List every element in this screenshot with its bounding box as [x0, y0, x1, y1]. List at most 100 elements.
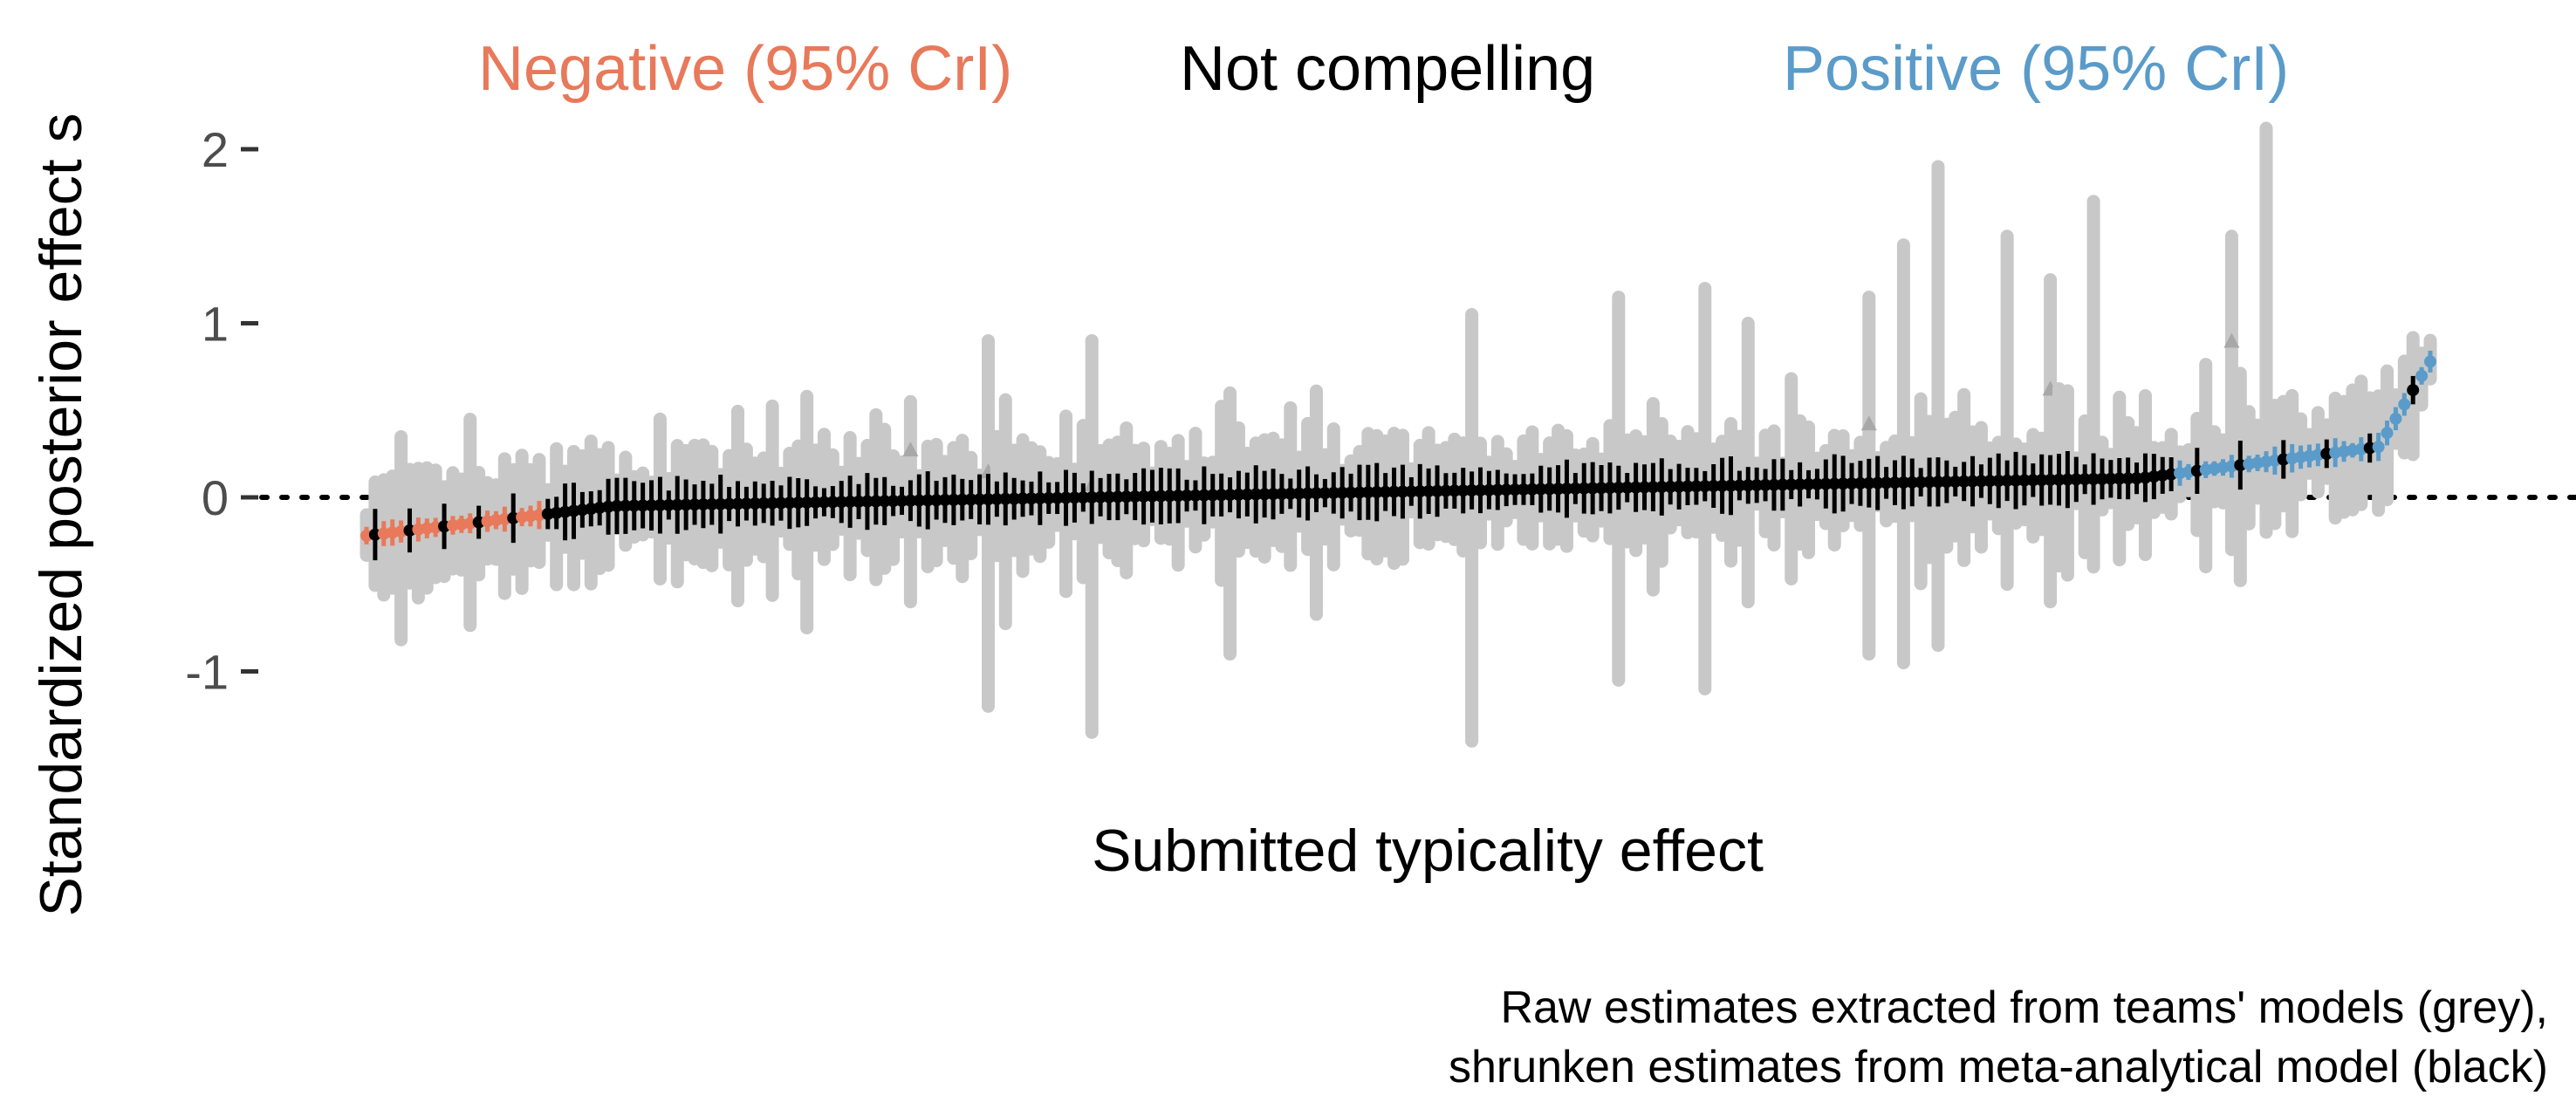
- shrunken-estimate-point: [791, 496, 805, 510]
- shrunken-estimate-point: [1465, 484, 1478, 497]
- shrunken-estimate-point: [2018, 474, 2031, 487]
- legend-positive: Positive (95% CrI): [1783, 34, 2289, 104]
- shrunken-estimate-point: [1310, 487, 1323, 500]
- shrunken-estimate-point: [887, 495, 900, 508]
- shrunken-estimate-point: [696, 498, 709, 511]
- shrunken-estimate-point: [930, 494, 943, 507]
- raw-estimates-layer: [360, 121, 2437, 748]
- shrunken-estimate-point: [999, 492, 1012, 505]
- shrunken-estimate-point: [749, 497, 762, 510]
- shrunken-estimate-point: [1525, 483, 1538, 496]
- shrunken-estimate-point: [680, 498, 693, 511]
- shrunken-estimate-point: [1051, 491, 1064, 504]
- shrunken-estimate-point: [982, 493, 995, 506]
- shrunken-estimate-point: [1586, 482, 1600, 495]
- shrunken-estimate-point: [1431, 484, 1444, 497]
- shrunken-estimate-point: [1534, 483, 1547, 496]
- shrunken-estimate-point: [1379, 485, 1392, 498]
- shrunken-estimate-point: [1128, 490, 1141, 503]
- shrunken-estimate-point: [2035, 474, 2048, 487]
- shrunken-estimate-point: [1837, 477, 1850, 490]
- shrunken-estimate-point: [723, 497, 736, 510]
- shrunken-estimate-point: [1655, 481, 1668, 494]
- shrunken-estimate-point: [1258, 488, 1271, 501]
- shrunken-estimate-point: [1716, 479, 1729, 492]
- shrunken-estimate-point: [1059, 491, 1072, 504]
- shrunken-estimate-point: [689, 498, 702, 511]
- shrunken-estimate-point: [1603, 482, 1616, 495]
- shrunken-estimate-point: [1569, 482, 1582, 495]
- shrunken-estimate-point: [2095, 472, 2108, 485]
- shrunken-estimate-point: [964, 493, 977, 506]
- shrunken-estimate-point: [1750, 479, 1764, 492]
- shrunken-estimate-point: [878, 495, 891, 508]
- shrunken-estimate-point: [1396, 485, 1409, 498]
- shrunken-estimate-point: [783, 496, 796, 510]
- shrunken-estimate-point: [2079, 473, 2092, 486]
- shrunken-estimate-point: [1612, 481, 1625, 494]
- caption-line-2: shrunken estimates from meta-analytical …: [1449, 1042, 2548, 1092]
- shrunken-estimate-point: [956, 493, 969, 506]
- shrunken-estimate-point: [671, 498, 684, 511]
- shrunken-estimate-point: [2389, 412, 2402, 425]
- shrunken-estimate-point: [1819, 477, 1833, 490]
- shrunken-estimate-point: [938, 494, 951, 507]
- shrunken-estimate-point: [2424, 355, 2436, 368]
- shrunken-estimate-point: [645, 499, 658, 512]
- shrunken-estimate-point: [1275, 488, 1288, 501]
- shrunken-estimate-point: [662, 498, 675, 511]
- shrunken-estimate-point: [774, 496, 787, 510]
- shrunken-estimate-point: [2407, 384, 2420, 397]
- shrunken-estimate-point: [1120, 490, 1133, 503]
- shrunken-estimate-point: [1414, 485, 1427, 498]
- x-axis-title: Submitted typicality effect: [1092, 818, 1764, 884]
- shrunken-estimate-point: [2052, 473, 2066, 486]
- shrunken-estimate-point: [1793, 478, 1806, 491]
- y-tick-label: 0: [202, 470, 229, 525]
- y-tick-label: 2: [202, 122, 229, 177]
- shrunken-estimate-point: [1664, 480, 1677, 493]
- shrunken-estimate-point: [1474, 483, 1487, 496]
- shrunken-estimate-point: [913, 494, 926, 507]
- shrunken-estimate-point: [1215, 489, 1228, 502]
- legend-negative: Negative (95% CrI): [478, 34, 1012, 104]
- shrunken-estimate-point: [1915, 476, 1928, 489]
- shrunken-estimate-point: [1853, 476, 1867, 490]
- shrunken-estimate-point: [1776, 478, 1789, 491]
- shrunken-estimates-layer: [360, 350, 2436, 561]
- shrunken-estimate-point: [705, 497, 718, 510]
- shrunken-estimate-point: [1232, 488, 1245, 501]
- shrunken-estimate-point: [1638, 481, 1651, 494]
- shrunken-estimate-point: [1163, 490, 1176, 503]
- shrunken-estimate-point: [1086, 490, 1099, 503]
- shrunken-estimate-point: [800, 496, 813, 509]
- shrunken-estimate-point: [1033, 492, 1046, 505]
- shrunken-estimate-point: [1500, 483, 1513, 496]
- shrunken-estimate-point: [1336, 486, 1349, 499]
- legend: Negative (95% CrI) Not compelling Positi…: [478, 34, 2289, 104]
- shrunken-estimate-point: [869, 495, 882, 508]
- shrunken-estimate-point: [1024, 492, 1038, 505]
- y-tick-label: 1: [202, 297, 229, 352]
- shrunken-estimate-point: [1578, 482, 1591, 495]
- shrunken-estimate-point: [1154, 490, 1168, 503]
- shrunken-estimate-point: [835, 496, 848, 509]
- shrunken-estimate-point: [1483, 483, 1496, 496]
- shrunken-estimate-point: [1983, 475, 1997, 488]
- shrunken-estimate-point: [1931, 476, 1944, 489]
- shrunken-estimate-point: [2070, 473, 2083, 486]
- shrunken-estimate-point: [2104, 472, 2117, 485]
- shrunken-estimate-point: [1292, 487, 1305, 500]
- y-axis: 2 1 0 -1: [185, 122, 258, 700]
- shrunken-estimate-point: [1353, 486, 1366, 499]
- shrunken-estimate-point: [1301, 487, 1314, 500]
- shrunken-estimate-point: [1405, 485, 1418, 498]
- shrunken-estimate-point: [2001, 474, 2014, 487]
- shrunken-estimate-point: [1629, 481, 1642, 494]
- shrunken-estimate-point: [1802, 478, 1815, 491]
- y-axis-title: Standardized posterior effect s: [28, 113, 94, 916]
- shrunken-estimate-point: [1509, 483, 1522, 496]
- shrunken-estimate-point: [1940, 476, 1953, 489]
- shrunken-estimate-point: [1250, 488, 1263, 501]
